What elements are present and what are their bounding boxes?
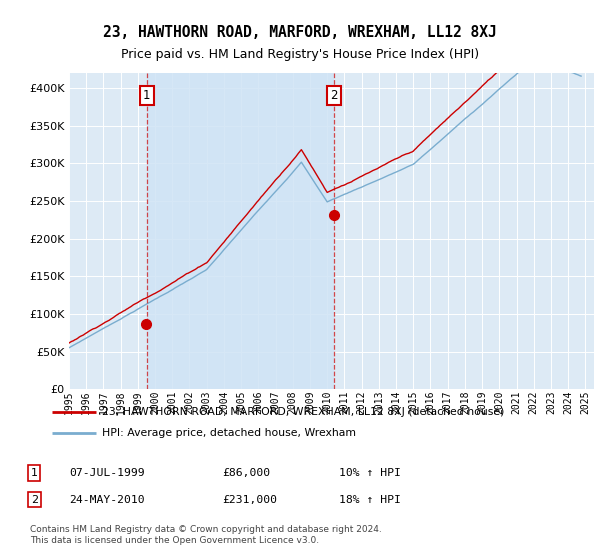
Text: 2: 2 [330, 89, 338, 102]
Text: HPI: Average price, detached house, Wrexham: HPI: Average price, detached house, Wrex… [102, 428, 356, 438]
Text: 2: 2 [31, 494, 38, 505]
Text: 23, HAWTHORN ROAD, MARFORD, WREXHAM, LL12 8XJ: 23, HAWTHORN ROAD, MARFORD, WREXHAM, LL1… [103, 25, 497, 40]
Text: 18% ↑ HPI: 18% ↑ HPI [339, 494, 401, 505]
Text: 10% ↑ HPI: 10% ↑ HPI [339, 468, 401, 478]
Text: Contains HM Land Registry data © Crown copyright and database right 2024.
This d: Contains HM Land Registry data © Crown c… [30, 525, 382, 545]
Text: Price paid vs. HM Land Registry's House Price Index (HPI): Price paid vs. HM Land Registry's House … [121, 48, 479, 60]
Text: 1: 1 [31, 468, 38, 478]
Text: 24-MAY-2010: 24-MAY-2010 [69, 494, 145, 505]
Text: £86,000: £86,000 [222, 468, 270, 478]
Text: 1: 1 [143, 89, 151, 102]
Text: £231,000: £231,000 [222, 494, 277, 505]
Bar [147, 73, 334, 389]
Text: 07-JUL-1999: 07-JUL-1999 [69, 468, 145, 478]
Text: 23, HAWTHORN ROAD, MARFORD, WREXHAM, LL12 8XJ (detached house): 23, HAWTHORN ROAD, MARFORD, WREXHAM, LL1… [102, 407, 504, 417]
